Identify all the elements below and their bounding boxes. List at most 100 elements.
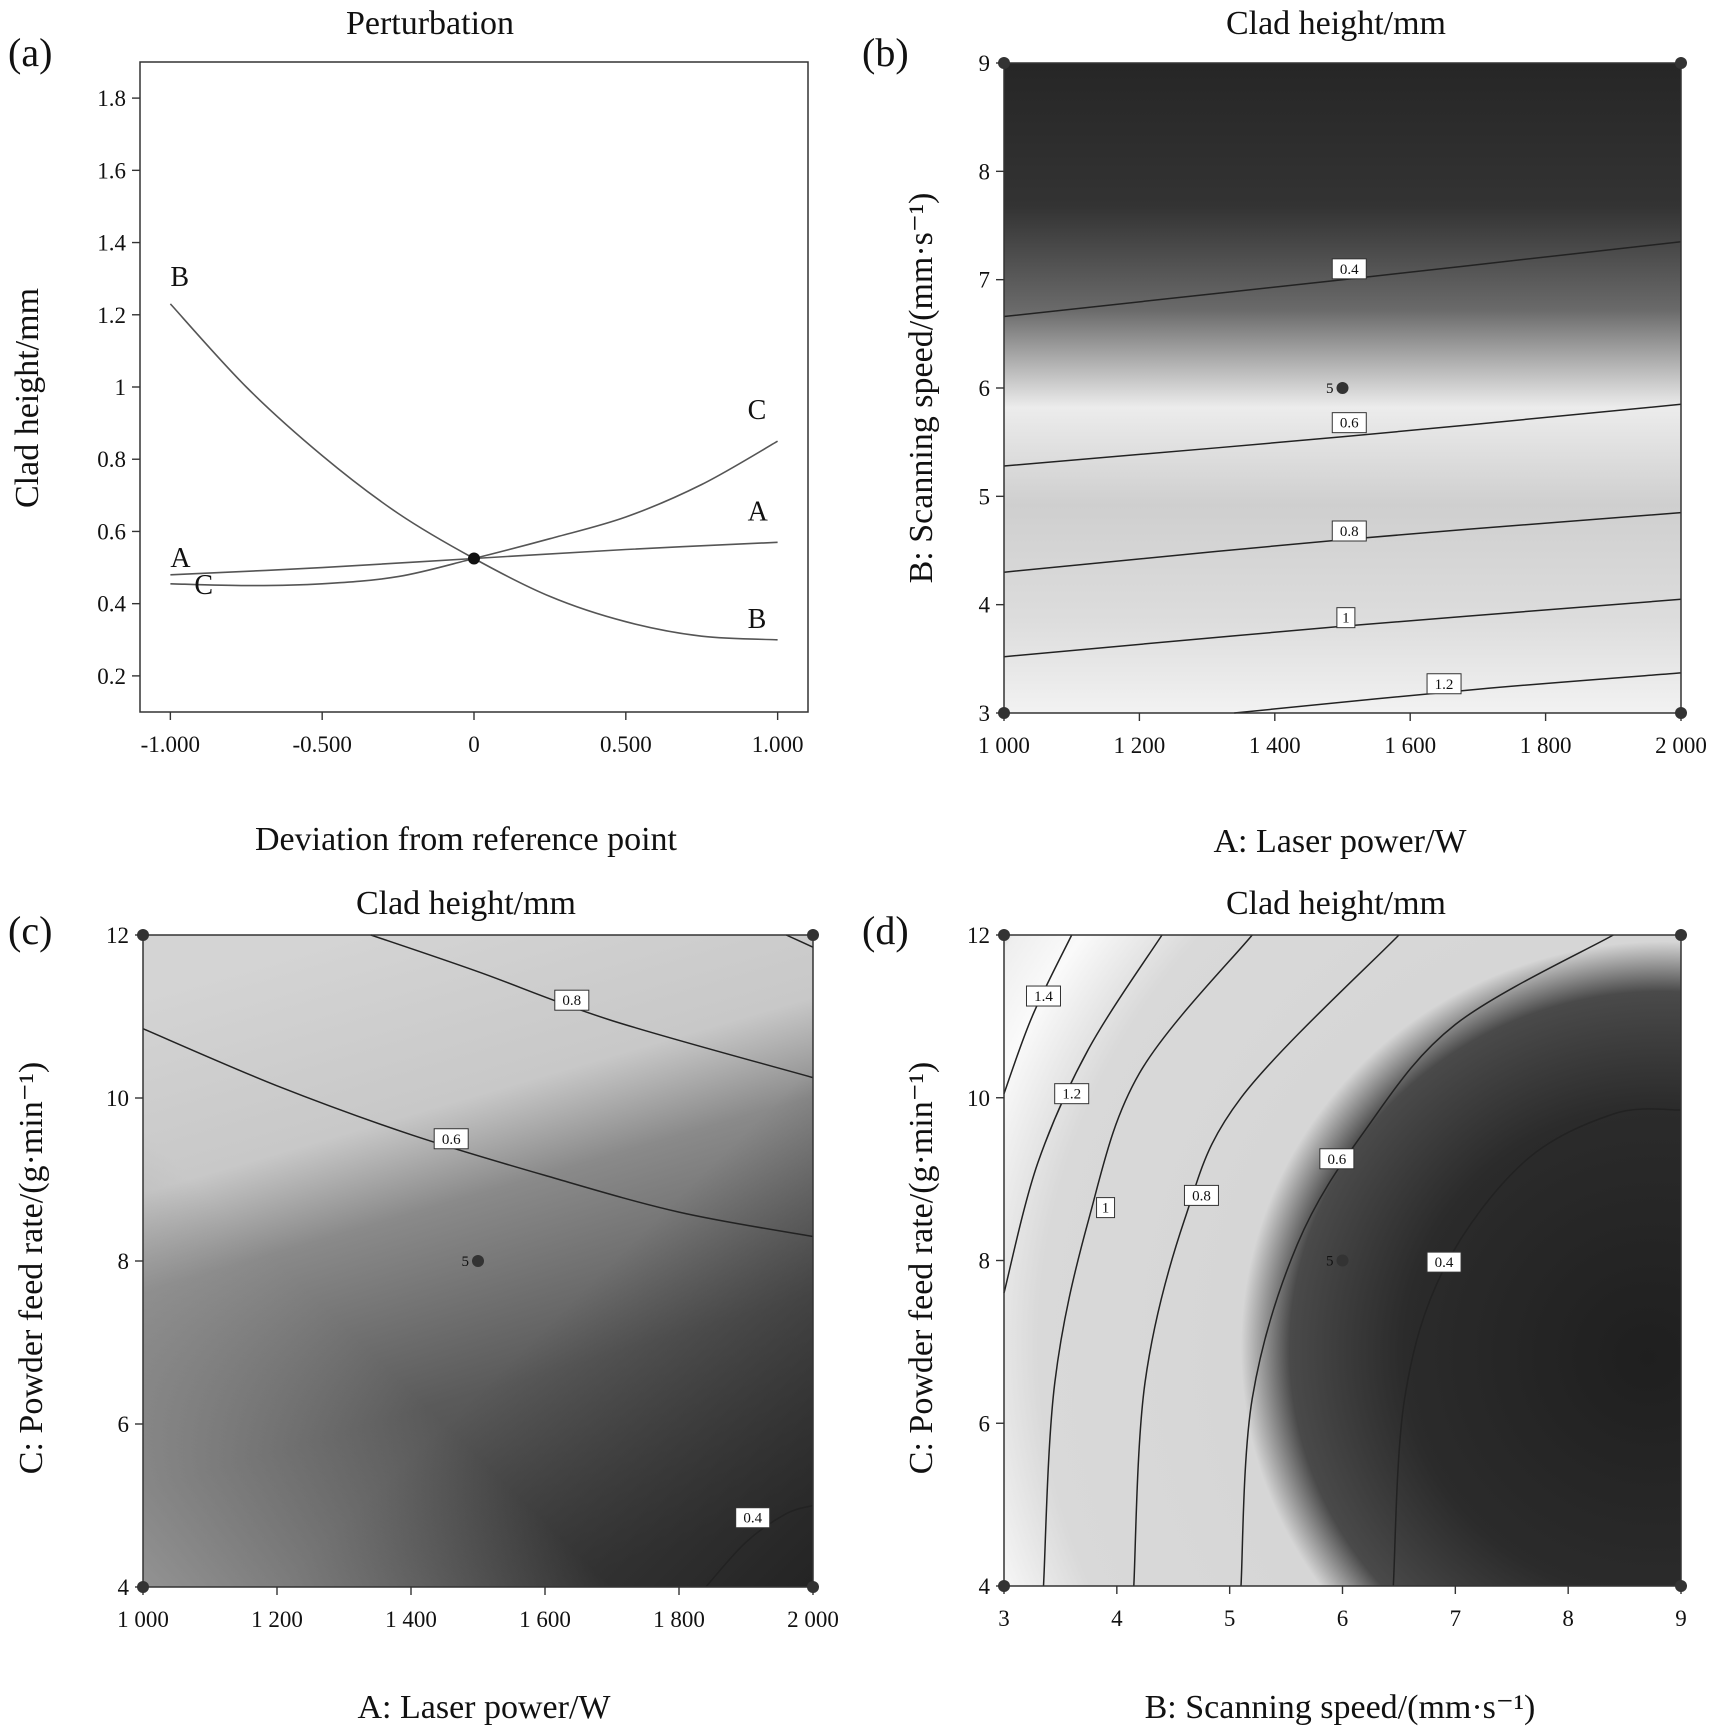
panel-b-center-point <box>1336 382 1349 394</box>
panel-d-contour-label-box <box>1096 1197 1116 1219</box>
panel-a-x-tick-label: -1.000 <box>141 732 200 757</box>
panel-b-x-tick-label: 1 600 <box>1384 733 1436 758</box>
panel-c-contour-label: 0.6 <box>442 1132 461 1148</box>
panel-c-y-tick-label: 4 <box>118 1575 130 1600</box>
panel-c-ylabel: C: Powder feed rate/(g·min⁻¹) <box>13 1062 50 1474</box>
panel-c-y-tick-label: 12 <box>106 923 129 948</box>
panel-d-contour-label: 1 <box>1102 1201 1110 1217</box>
panel-a-x-tick-label: 0 <box>468 732 480 757</box>
panel-d-x-tick-label: 3 <box>998 1606 1010 1631</box>
panel-b-design-point <box>1675 57 1687 69</box>
panel-a-y-tick-label: 0.6 <box>97 519 126 544</box>
panel-d-contour-label-box <box>1054 1083 1090 1105</box>
panel-b-contour-label-box <box>1336 607 1356 629</box>
panel-c-contour-label-box <box>433 1128 469 1150</box>
panel-a-y-tick-label: 0.4 <box>97 592 126 617</box>
panel-d-label: (d) <box>862 908 909 953</box>
panel-d-y-tick-label: 8 <box>979 1249 991 1274</box>
panel-d-contour-line <box>1042 934 1253 1587</box>
panel-b-contour-line <box>1003 241 1682 318</box>
panel-b-contour-label: 0.4 <box>1340 262 1359 278</box>
panel-c-design-point <box>807 929 819 941</box>
panel-c-contour-label-box <box>554 989 590 1011</box>
panel-d-title: Clad height/mm <box>1226 885 1446 922</box>
panel-b-contour-line <box>1234 672 1682 714</box>
panel-b-label: (b) <box>862 30 909 75</box>
panel-b-y-tick-label: 4 <box>979 593 991 618</box>
panel-c-contour: (c) Clad height/mm 0.8 0.6 0.4 1 000 1 200 1… <box>8 885 839 1726</box>
panel-c-x-tick-label: 1 800 <box>653 1607 705 1632</box>
panel-d-contour-line <box>1133 934 1400 1587</box>
panel-b-y-tick-label: 8 <box>979 159 991 184</box>
panel-a-reference-point <box>468 552 480 565</box>
panel-a-x-tick-label: -0.500 <box>292 732 351 757</box>
panel-b-x-tick-label: 1 000 <box>978 733 1030 758</box>
panel-b-x-tick-label: 1 800 <box>1520 733 1572 758</box>
panel-d-x-tick-label: 4 <box>1111 1606 1123 1631</box>
panel-a-series-label-end: B <box>748 604 767 635</box>
panel-d-x-tick-label: 7 <box>1450 1606 1462 1631</box>
panel-a-series-B-line <box>169 303 778 641</box>
panel-c-design-point <box>137 1581 149 1593</box>
panel-c-xlabel: A: Laser power/W <box>357 1689 611 1726</box>
panel-d-y-tick-label: 10 <box>967 1086 990 1111</box>
panel-c-title: Clad height/mm <box>356 885 576 922</box>
panel-a-y-tick-label: 1.6 <box>97 158 126 183</box>
panel-c-y-tick-label: 6 <box>118 1412 130 1437</box>
panel-b-ylabel: B: Scanning speed/(mm·s⁻¹) <box>903 193 940 584</box>
panel-d-contour-label: 0.6 <box>1327 1152 1346 1168</box>
panel-a-perturbation: (a) Perturbation -1.000 -0.500 0 0.500 1.000… <box>8 5 809 858</box>
panel-d-contour-label-box <box>1025 985 1061 1007</box>
panel-c-center-point-label: 5 <box>462 1254 470 1270</box>
panel-d-ylabel: C: Powder feed rate/(g·min⁻¹) <box>903 1062 940 1474</box>
panel-a-xlabel: Deviation from reference point <box>255 821 678 858</box>
panel-d-contour-line <box>1003 934 1163 1294</box>
panel-a-y-tick-label: 1.4 <box>97 231 126 256</box>
panel-b-contour-label-box <box>1331 412 1367 434</box>
panel-c-x-tick-label: 1 000 <box>117 1607 169 1632</box>
panel-b-contour-label-box <box>1426 673 1462 695</box>
panel-a-y-tick-label: 0.2 <box>97 664 126 689</box>
panel-a-y-tick-label: 0.8 <box>97 447 126 472</box>
panel-c-x-tick-label: 2 000 <box>787 1607 839 1632</box>
panel-b-title: Clad height/mm <box>1226 5 1446 42</box>
panel-c-x-tick-label: 1 600 <box>519 1607 571 1632</box>
panel-b-y-tick-label: 3 <box>979 701 991 726</box>
panel-a-y-tick-label: 1 <box>115 375 127 400</box>
panel-b-contour-label-box <box>1331 258 1367 280</box>
panel-c-center-point <box>472 1255 484 1267</box>
panel-d-contour-line <box>1003 934 1073 1094</box>
panel-d-y-tick-label: 12 <box>967 923 990 948</box>
panel-b-contour-label: 0.6 <box>1340 416 1359 432</box>
panel-a-y-tick-label: 1.8 <box>97 86 126 111</box>
panel-a-y-tick-label: 1.2 <box>97 303 126 328</box>
panel-c-y-tick-label: 8 <box>118 1249 130 1274</box>
panel-d-contour-line <box>1240 934 1614 1587</box>
panel-b-y-tick-label: 5 <box>979 484 991 509</box>
panel-d-y-tick-label: 6 <box>979 1411 991 1436</box>
panel-c-design-point <box>807 1581 819 1593</box>
panel-d-contour-label: 1.2 <box>1062 1087 1081 1103</box>
panel-d-contour-label: 0.8 <box>1192 1188 1211 1204</box>
panel-b-y-tick-label: 6 <box>979 376 991 401</box>
panel-d-center-point-label: 5 <box>1326 1254 1334 1270</box>
panel-a-series-label-start: C <box>194 570 213 601</box>
panel-b-design-point <box>998 707 1010 719</box>
panel-b-contour-label-box <box>1331 520 1367 542</box>
panel-d-xlabel: B: Scanning speed/(mm·s⁻¹) <box>1145 1689 1536 1726</box>
panel-d-x-tick-label: 5 <box>1224 1606 1236 1631</box>
panel-d-x-tick-label: 9 <box>1675 1606 1687 1631</box>
panel-b-y-tick-label: 7 <box>979 268 991 293</box>
panel-d-center-point <box>1336 1254 1349 1267</box>
panel-b-contour: (b) Clad height/mm 0.4 0.6 0.8 1 1.2 1 000 1 … <box>862 5 1707 860</box>
panel-b-y-tick-label: 9 <box>979 51 991 76</box>
panel-b-x-tick-label: 2 000 <box>1655 733 1707 758</box>
panel-b-design-point <box>1675 707 1687 719</box>
panel-d-design-point <box>1675 1580 1687 1592</box>
panel-d-x-tick-label: 6 <box>1337 1606 1349 1631</box>
panel-a-x-tick-label: 0.500 <box>600 732 652 757</box>
panel-b-x-tick-label: 1 400 <box>1249 733 1301 758</box>
panel-d-design-point <box>998 1580 1010 1592</box>
